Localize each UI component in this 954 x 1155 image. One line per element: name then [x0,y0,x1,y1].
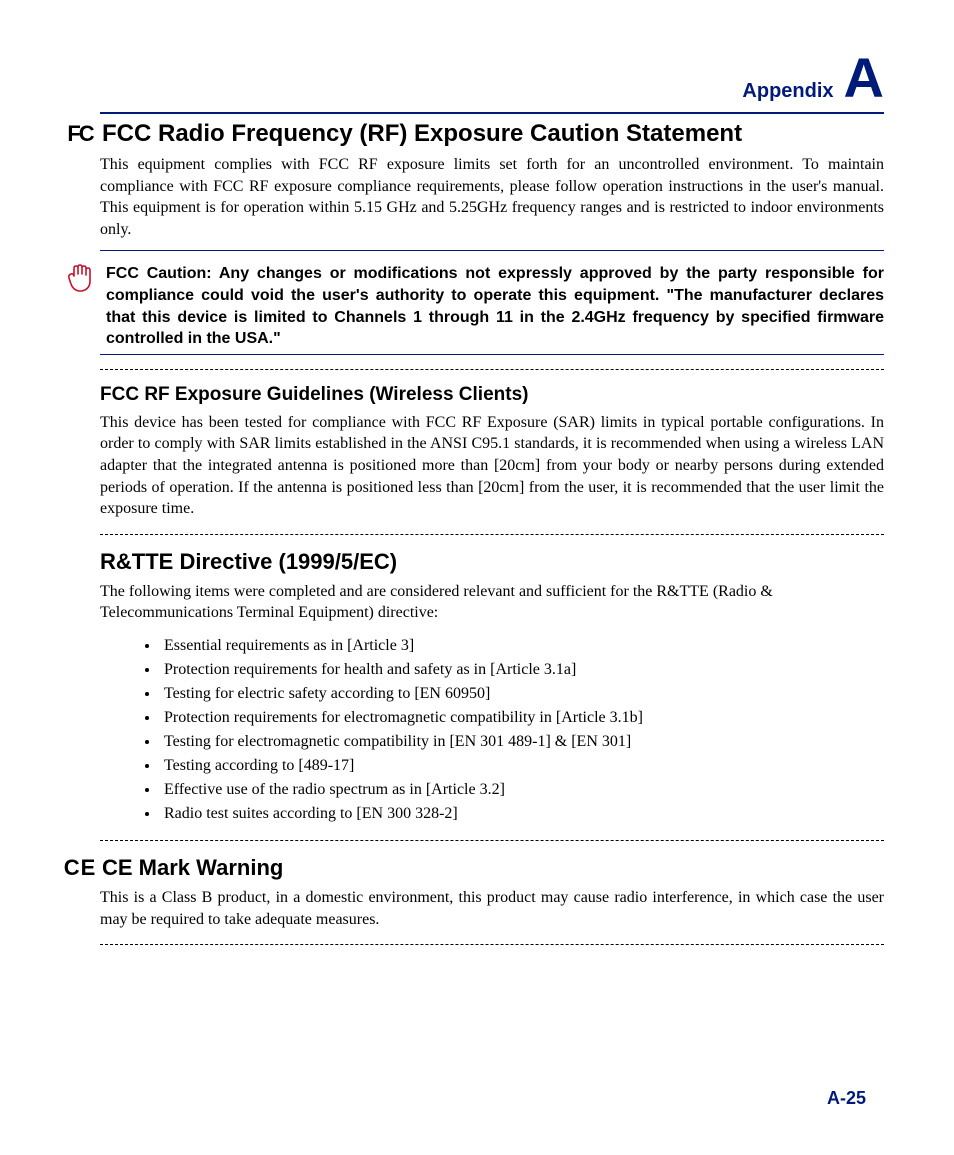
list-item: Protection requirements for electromagne… [160,706,884,730]
ce-logo-icon: CE [66,855,94,881]
section-fcc-exposure-title: FCC Radio Frequency (RF) Exposure Cautio… [102,120,742,148]
divider-1 [100,369,884,370]
section-rtte-intro: The following items were completed and a… [100,581,884,624]
list-item: Effective use of the radio spectrum as i… [160,778,884,802]
rtte-list: Essential requirements as in [Article 3]… [160,634,884,826]
fcc-caution-block: FCC Caution: Any changes or modification… [66,263,884,349]
list-item: Radio test suites according to [EN 300 3… [160,802,884,826]
list-item: Protection requirements for health and s… [160,658,884,682]
warning-hand-icon [66,263,94,293]
caution-rule-bottom [100,354,884,355]
list-item: Testing for electric safety according to… [160,682,884,706]
section-ce-heading-row: CE CE Mark Warning [66,855,884,881]
section-ce-body: This is a Class B product, in a domestic… [100,887,884,930]
page-header: Appendix A [70,50,884,106]
section-fcc-exposure-heading-row: FC FCC Radio Frequency (RF) Exposure Cau… [66,120,884,148]
section-guidelines-title: FCC RF Exposure Guidelines (Wireless Cli… [100,384,884,406]
section-ce-title: CE Mark Warning [102,855,283,881]
page-number: A-25 [827,1088,866,1109]
content-area: FC FCC Radio Frequency (RF) Exposure Cau… [100,112,884,945]
list-item: Essential requirements as in [Article 3] [160,634,884,658]
appendix-letter: A [844,50,884,106]
document-page: Appendix A FC FCC Radio Frequency (RF) E… [0,0,954,1155]
section-guidelines-body: This device has been tested for complian… [100,412,884,520]
section-rtte-title: R&TTE Directive (1999/5/EC) [100,549,884,575]
divider-3 [100,840,884,841]
fcc-logo-icon: FC [66,121,94,147]
caution-rule-top [100,250,884,251]
section-fcc-exposure-body: This equipment complies with FCC RF expo… [100,154,884,240]
divider-2 [100,534,884,535]
divider-4 [100,944,884,945]
list-item: Testing according to [489-17] [160,754,884,778]
list-item: Testing for electromagnetic compatibilit… [160,730,884,754]
rule-top [100,112,884,114]
fcc-caution-text: FCC Caution: Any changes or modification… [106,263,884,349]
appendix-label: Appendix [742,80,833,103]
